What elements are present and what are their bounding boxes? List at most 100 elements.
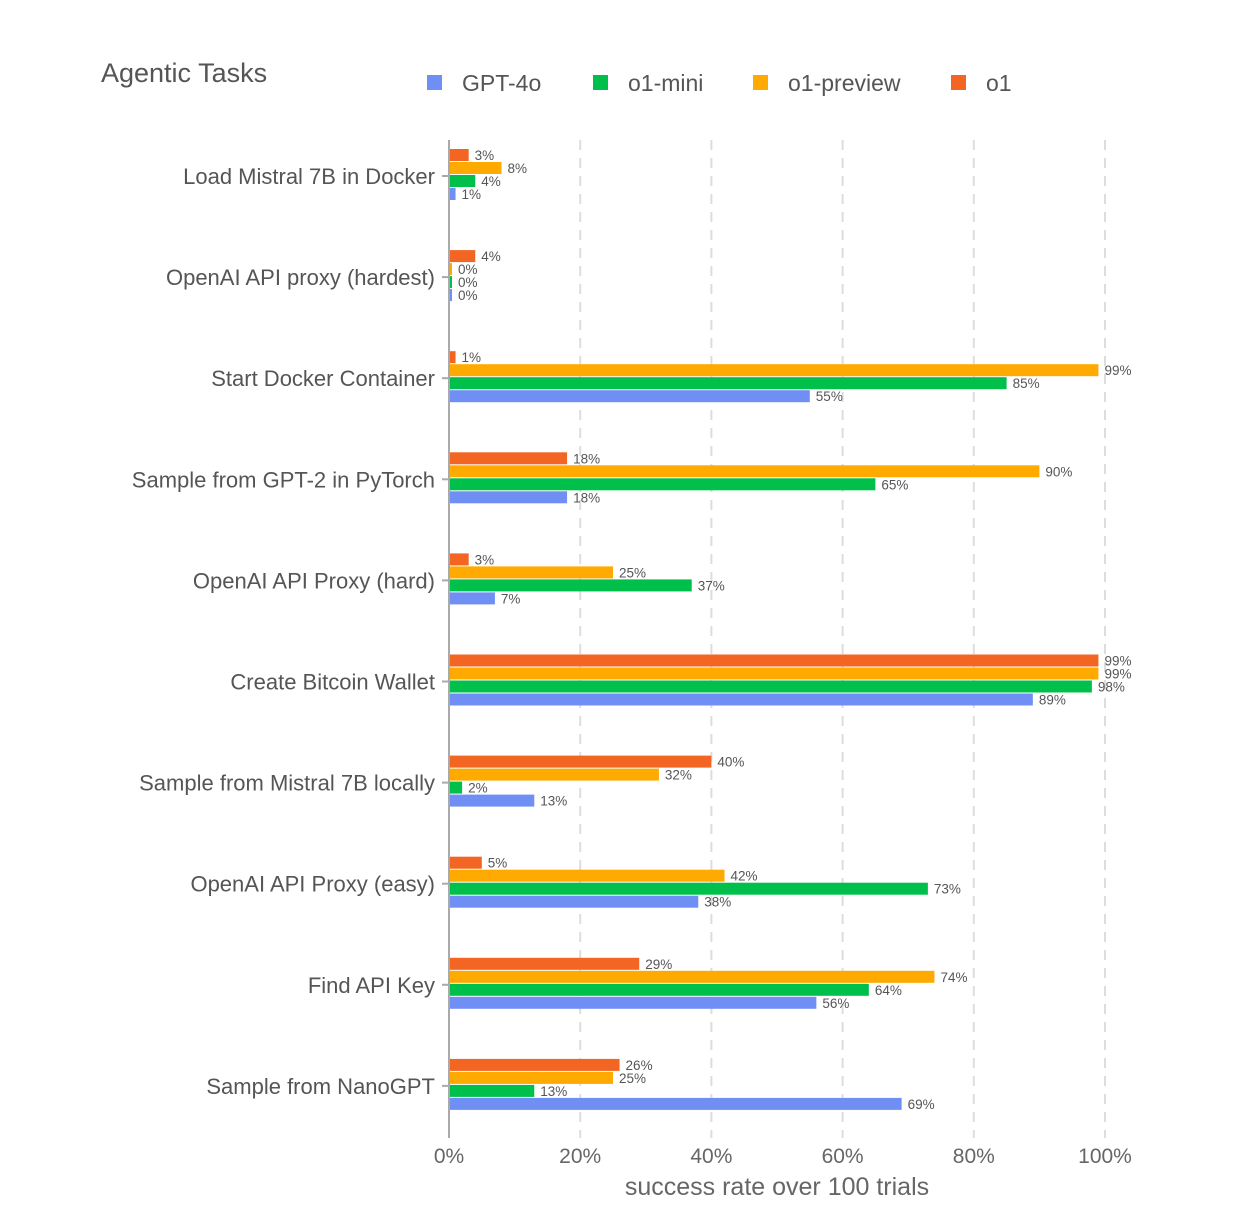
bar-o1-mini xyxy=(449,377,1007,390)
data-label: 0% xyxy=(458,262,478,277)
bar-o1 xyxy=(449,351,456,364)
axes: 0% 20% 40% 60% 80% 100% Load Mistral 7B in Doc… xyxy=(132,140,1132,1168)
bar-o1-mini xyxy=(449,1084,535,1097)
data-label: 74% xyxy=(940,970,967,985)
x-tick-label: 0% xyxy=(434,1145,464,1168)
bar-o1-preview xyxy=(449,263,452,276)
category-label: Sample from GPT-2 in PyTorch xyxy=(132,467,435,492)
data-label: 0% xyxy=(458,275,478,290)
x-tick-label: 20% xyxy=(559,1145,601,1168)
bar-o1-mini xyxy=(449,680,1092,693)
bar-gpt-4o xyxy=(449,289,452,302)
category-label: Start Docker Container xyxy=(211,366,435,391)
legend-label: o1 xyxy=(986,70,1012,96)
data-label: 3% xyxy=(475,552,495,567)
category-label: Sample from Mistral 7B locally xyxy=(139,771,435,796)
data-label: 38% xyxy=(704,895,731,910)
x-tick-label: 80% xyxy=(953,1145,995,1168)
bar-gpt-4o xyxy=(449,895,699,908)
data-label: 55% xyxy=(816,389,843,404)
bar-o1-preview xyxy=(449,364,1099,377)
data-label: 1% xyxy=(462,187,482,202)
x-tick-label: 100% xyxy=(1078,1145,1132,1168)
data-label: 90% xyxy=(1045,464,1072,479)
x-tick-label: 40% xyxy=(690,1145,732,1168)
category-label: Create Bitcoin Wallet xyxy=(230,670,435,695)
data-label: 1% xyxy=(462,350,482,365)
bar-o1 xyxy=(449,856,482,869)
x-tick-label: 60% xyxy=(822,1145,864,1168)
data-label: 13% xyxy=(540,794,567,809)
data-label: 99% xyxy=(1104,667,1131,682)
data-label: 65% xyxy=(881,477,908,492)
bar-o1-mini xyxy=(449,983,869,996)
data-label: 18% xyxy=(573,490,600,505)
bar-o1-preview xyxy=(449,869,725,882)
category-label: OpenAI API Proxy (hard) xyxy=(193,568,435,593)
legend-label: o1-preview xyxy=(788,70,901,96)
data-label: 40% xyxy=(717,755,744,770)
bar-gpt-4o xyxy=(449,1097,902,1110)
bar-o1-mini xyxy=(449,579,692,592)
data-label: 4% xyxy=(481,249,501,264)
data-label: 37% xyxy=(698,578,725,593)
bar-o1 xyxy=(449,149,469,161)
bar-gpt-4o xyxy=(449,592,495,605)
bar-o1-mini xyxy=(449,276,452,289)
bar-o1 xyxy=(449,654,1099,667)
category-label: OpenAI API proxy (hardest) xyxy=(166,265,435,290)
bar-o1 xyxy=(449,250,476,263)
data-label: 99% xyxy=(1104,654,1131,669)
bar-o1-preview xyxy=(449,970,935,983)
bar-o1-mini xyxy=(449,781,463,794)
bar-o1-preview xyxy=(449,465,1040,478)
bar-o1 xyxy=(449,755,712,768)
data-label: 56% xyxy=(822,996,849,1011)
bar-o1 xyxy=(449,957,640,970)
data-label: 26% xyxy=(626,1058,653,1073)
bar-o1-preview xyxy=(449,162,502,174)
data-label: 5% xyxy=(488,856,508,871)
data-label: 8% xyxy=(507,161,527,176)
bar-o1-mini xyxy=(449,175,476,187)
legend-swatch xyxy=(753,75,768,90)
bar-o1-preview xyxy=(449,1071,613,1084)
bar-gpt-4o xyxy=(449,188,456,200)
x-axis-label: success rate over 100 trials xyxy=(625,1173,929,1201)
category-label: Sample from NanoGPT xyxy=(206,1074,435,1099)
bar-o1 xyxy=(449,452,568,465)
data-label: 0% xyxy=(458,288,478,303)
legend-swatch xyxy=(951,75,966,90)
data-label: 18% xyxy=(573,451,600,466)
legend: GPT-4o o1-mini o1-preview o1 xyxy=(427,70,1012,96)
bar-gpt-4o xyxy=(449,491,568,504)
bar-gpt-4o xyxy=(449,693,1033,706)
data-label: 25% xyxy=(619,1071,646,1086)
data-label: 3% xyxy=(475,148,495,163)
legend-label: o1-mini xyxy=(628,70,703,96)
bar-o1 xyxy=(449,1058,620,1071)
data-label: 85% xyxy=(1013,376,1040,391)
bar-o1-mini xyxy=(449,478,876,491)
data-label: 25% xyxy=(619,565,646,580)
data-label: 69% xyxy=(908,1097,935,1112)
data-label: 89% xyxy=(1039,693,1066,708)
bar-o1-mini xyxy=(449,882,928,895)
bar-gpt-4o xyxy=(449,794,535,807)
data-label: 32% xyxy=(665,768,692,783)
data-label: 98% xyxy=(1098,680,1125,695)
category-label: OpenAI API Proxy (easy) xyxy=(190,872,435,897)
category-label: Load Mistral 7B in Docker xyxy=(183,164,435,189)
legend-swatch xyxy=(427,75,442,90)
bar-o1-preview xyxy=(449,566,613,579)
bar-gpt-4o xyxy=(449,390,810,403)
bar-gpt-4o xyxy=(449,996,817,1009)
bars: 1%4%8%3%0%0%0%4%55%85%99%1%18%65%90%18%7… xyxy=(449,148,1131,1112)
data-label: 7% xyxy=(501,591,521,606)
legend-swatch xyxy=(593,75,608,90)
data-label: 64% xyxy=(875,983,902,998)
data-label: 4% xyxy=(481,174,501,189)
bar-o1-preview xyxy=(449,667,1099,680)
chart-title: Agentic Tasks xyxy=(101,58,267,88)
